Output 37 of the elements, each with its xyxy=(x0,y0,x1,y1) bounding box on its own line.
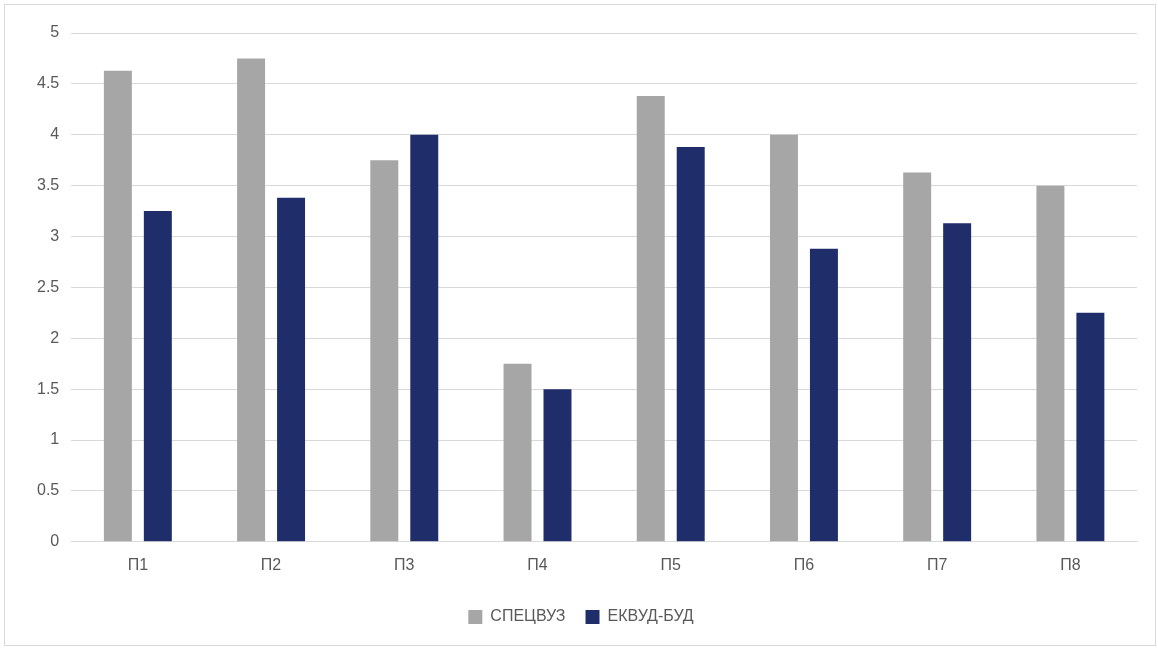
bar xyxy=(103,70,132,542)
x-tick-label: П4 xyxy=(527,555,548,573)
x-tick-label: П2 xyxy=(260,555,282,573)
bar xyxy=(410,134,439,542)
y-tick-label: 4.5 xyxy=(36,74,60,92)
bar xyxy=(636,96,665,542)
bar xyxy=(809,248,838,542)
y-tick-label: 0 xyxy=(50,532,60,550)
x-tick-label: П5 xyxy=(660,555,682,573)
x-tick-label: П1 xyxy=(127,555,149,573)
bar xyxy=(769,134,798,542)
y-tick-label: 1 xyxy=(50,430,60,448)
bar xyxy=(143,211,172,542)
bar xyxy=(676,146,705,542)
bar xyxy=(503,363,532,542)
y-tick-label: 3 xyxy=(50,226,60,244)
y-tick-label: 3.5 xyxy=(36,176,60,194)
bar xyxy=(943,223,972,542)
y-tick-label: 4 xyxy=(50,125,60,143)
legend-label: СПЕЦВУЗ xyxy=(490,607,566,625)
bar xyxy=(543,389,572,542)
bar xyxy=(237,58,266,542)
bar xyxy=(1036,185,1065,542)
y-tick-label: 5 xyxy=(50,23,60,41)
x-tick-label: П7 xyxy=(926,555,948,573)
x-tick-label: П8 xyxy=(1060,555,1081,573)
y-tick-label: 2.5 xyxy=(36,277,60,295)
y-tick-label: 2 xyxy=(50,328,60,346)
bar xyxy=(903,172,932,542)
x-tick-label: П3 xyxy=(394,555,415,573)
bar xyxy=(1076,312,1105,542)
y-tick-label: 0.5 xyxy=(36,481,60,499)
x-tick-label: П6 xyxy=(793,555,815,573)
legend-label: ЕКВУД-БУД xyxy=(607,607,694,625)
bar xyxy=(370,160,399,542)
y-tick-label: 1.5 xyxy=(36,379,60,397)
bar xyxy=(277,197,306,542)
